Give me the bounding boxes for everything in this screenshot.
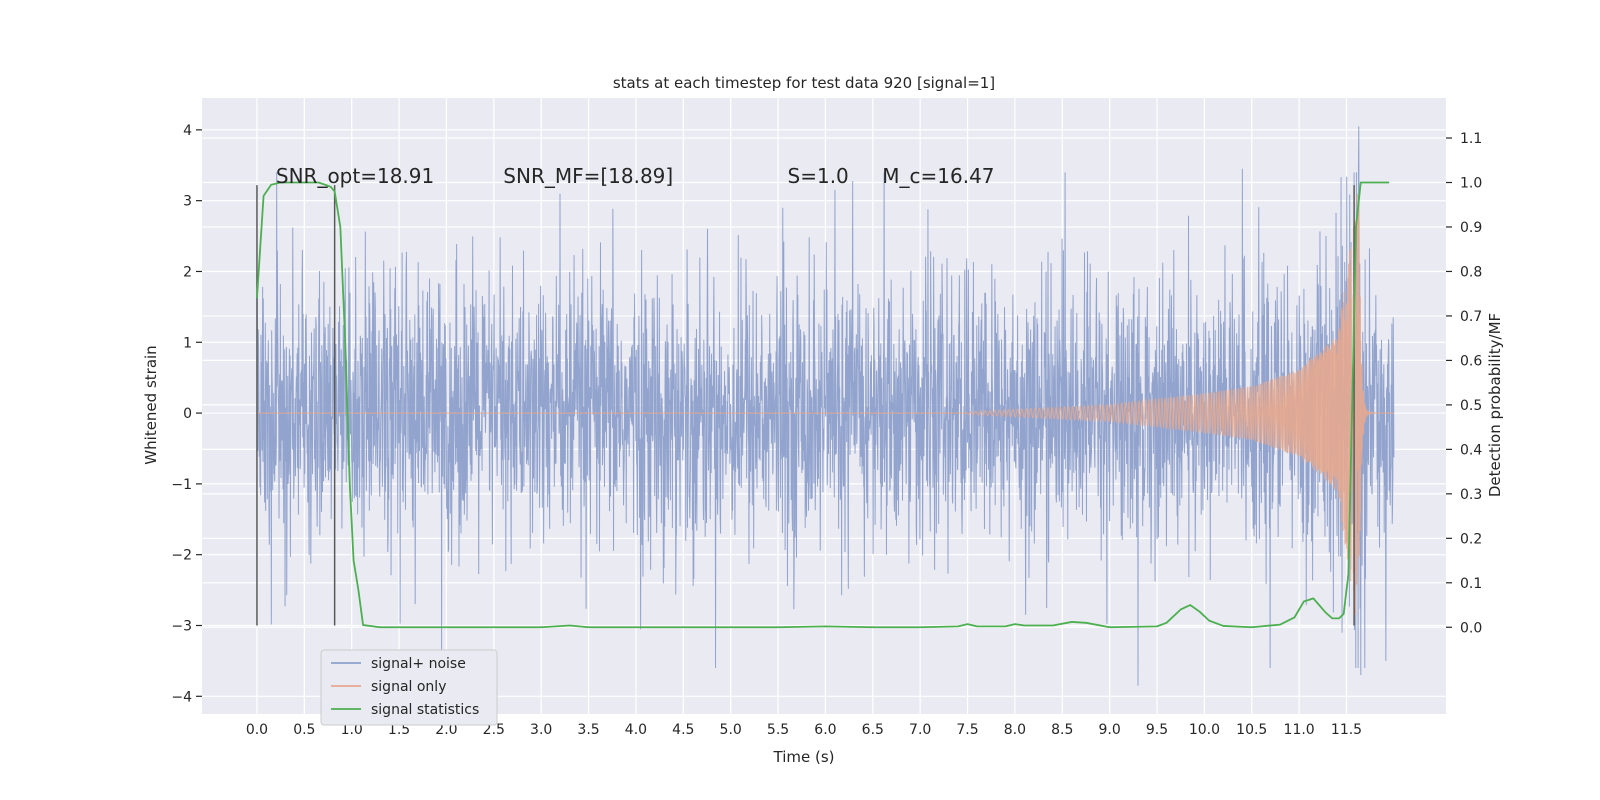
y-right-tick-label-2: 0.2 bbox=[1460, 531, 1482, 547]
y-right-tick-label-9: 0.9 bbox=[1460, 220, 1482, 236]
vertical-markers bbox=[256, 185, 1355, 626]
series-signal-noise bbox=[256, 126, 1395, 686]
x-tick-label-15: 7.5 bbox=[956, 722, 978, 738]
x-tick-label-4: 2.0 bbox=[435, 722, 457, 738]
x-tick-label-14: 7.0 bbox=[909, 722, 931, 738]
series-signal-only bbox=[256, 193, 1394, 615]
y-left-tick-label-8: 4 bbox=[183, 123, 192, 139]
y-axis-label-right: Detection probability/MF bbox=[1486, 313, 1504, 497]
annotation-1: SNR_MF=[18.89] bbox=[503, 164, 673, 188]
y-right-tick-label-10: 1.0 bbox=[1460, 176, 1482, 192]
x-tick-label-16: 8.0 bbox=[1004, 722, 1026, 738]
y-axis-label-left: Whitened strain bbox=[142, 345, 160, 464]
x-tick-label-13: 6.5 bbox=[862, 722, 884, 738]
x-tick-label-7: 3.5 bbox=[577, 722, 599, 738]
y-right-tick-label-0: 0.0 bbox=[1460, 620, 1482, 636]
y-left-tick-label-1: −3 bbox=[171, 618, 192, 634]
chart-title: stats at each timestep for test data 920… bbox=[613, 74, 995, 92]
line-signal-statistics bbox=[256, 181, 1390, 629]
y-right-tick-label-4: 0.4 bbox=[1460, 442, 1482, 458]
x-tick-label-19: 9.5 bbox=[1146, 722, 1168, 738]
x-tick-label-9: 4.5 bbox=[672, 722, 694, 738]
y-right-tick-label-3: 0.3 bbox=[1460, 487, 1482, 503]
x-tick-label-5: 2.5 bbox=[483, 722, 505, 738]
x-tick-label-23: 11.5 bbox=[1331, 722, 1362, 738]
y-right-tick-label-7: 0.7 bbox=[1460, 309, 1482, 325]
axes: 0.0 0.5 1.0 1.5 2.0 2.5 3.0 3.5 4.0 4.5 5.0 5.5 6.0 6… bbox=[171, 123, 1482, 738]
x-tick-label-10: 5.0 bbox=[720, 722, 742, 738]
y-right-tick-label-8: 0.8 bbox=[1460, 264, 1482, 280]
legend-box bbox=[320, 649, 498, 726]
y-left-tick-label-3: −1 bbox=[171, 477, 192, 493]
line-signal-noise bbox=[256, 126, 1395, 686]
x-tick-label-17: 8.5 bbox=[1051, 722, 1073, 738]
y-left-tick-label-2: −2 bbox=[171, 548, 192, 564]
x-tick-label-11: 5.5 bbox=[767, 722, 789, 738]
x-tick-label-6: 3.0 bbox=[530, 722, 552, 738]
y-right-tick-label-11: 1.1 bbox=[1460, 131, 1482, 147]
x-tick-label-3: 1.5 bbox=[388, 722, 410, 738]
legend-label-signal-only: signal only bbox=[371, 679, 446, 695]
legend: signal+ noise signal only signal statist… bbox=[320, 649, 498, 726]
x-tick-label-20: 10.0 bbox=[1189, 722, 1220, 738]
x-tick-label-8: 4.0 bbox=[625, 722, 647, 738]
legend-label-signal-statistics: signal statistics bbox=[371, 702, 479, 718]
y-left-tick-label-6: 2 bbox=[183, 264, 192, 280]
x-tick-label-18: 9.0 bbox=[1099, 722, 1121, 738]
y-right-tick-label-5: 0.5 bbox=[1460, 398, 1482, 414]
annotation-3: M_c=16.47 bbox=[882, 164, 994, 188]
annotation-0: SNR_opt=18.91 bbox=[276, 164, 434, 188]
y-right-tick-label-6: 0.6 bbox=[1460, 353, 1482, 369]
line-signal-only bbox=[256, 193, 1394, 615]
x-tick-label-22: 11.0 bbox=[1284, 722, 1315, 738]
x-tick-label-21: 10.5 bbox=[1236, 722, 1267, 738]
annotations: SNR_opt=18.91 SNR_MF=[18.89] S=1.0 M_c=16.4… bbox=[276, 164, 995, 188]
annotation-2: S=1.0 bbox=[788, 164, 849, 188]
y-left-tick-label-4: 0 bbox=[183, 406, 192, 422]
y-right-tick-label-1: 0.1 bbox=[1460, 576, 1482, 592]
y-left-tick-label-5: 1 bbox=[183, 335, 192, 351]
x-tick-label-1: 0.5 bbox=[293, 722, 315, 738]
legend-label-signal-noise: signal+ noise bbox=[371, 656, 466, 672]
x-tick-label-2: 1.0 bbox=[341, 722, 363, 738]
series-signal-statistics bbox=[256, 181, 1390, 629]
y-left-tick-label-0: −4 bbox=[171, 689, 192, 705]
x-tick-label-12: 6.0 bbox=[814, 722, 836, 738]
y-left-tick-label-7: 3 bbox=[183, 194, 192, 210]
x-axis-label: Time (s) bbox=[773, 748, 835, 766]
x-tick-label-0: 0.0 bbox=[246, 722, 268, 738]
